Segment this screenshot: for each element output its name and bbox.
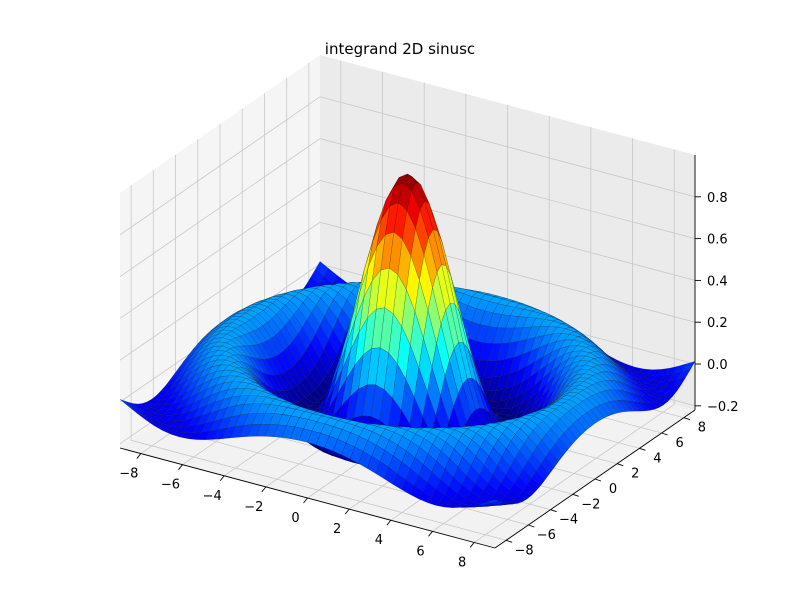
y-tick-mark xyxy=(683,417,691,421)
grid-line-z xyxy=(119,179,696,319)
x-tick-label: −6 xyxy=(161,478,180,493)
y-tick-label: 2 xyxy=(631,467,639,482)
x-tick-label: −2 xyxy=(244,500,263,515)
z-tick-label: −0.2 xyxy=(707,400,739,415)
y-tick-label: −4 xyxy=(559,513,578,528)
y-tick-mark xyxy=(594,478,602,482)
x-tick-mark xyxy=(136,453,142,459)
y-tick-mark xyxy=(528,524,535,528)
y-tick-mark xyxy=(617,463,624,467)
x-tick-label: 0 xyxy=(291,511,299,526)
y-tick-mark xyxy=(550,509,557,513)
y-tick-mark xyxy=(639,447,646,451)
y-tick-mark xyxy=(505,539,513,543)
x-tick-mark xyxy=(386,519,392,526)
x-tick-mark xyxy=(219,475,225,482)
z-tick-label: 0.0 xyxy=(707,358,728,373)
y-tick-label: −6 xyxy=(537,528,556,543)
x-tick-mark xyxy=(178,464,183,470)
y-tick-mark xyxy=(661,432,668,436)
grid-line-y xyxy=(130,185,507,541)
x-tick-mark xyxy=(428,531,433,537)
x-tick-label: −4 xyxy=(203,489,222,504)
y-tick-mark xyxy=(572,493,579,497)
z-tick-label: 0.2 xyxy=(707,316,728,331)
x-tick-label: 2 xyxy=(333,522,341,537)
x-tick-label: 6 xyxy=(416,544,424,559)
z-tick-label: 0.4 xyxy=(707,274,728,289)
y-tick-label: 0 xyxy=(609,482,617,497)
x-tick-mark xyxy=(344,508,350,515)
y-tick-label: 6 xyxy=(676,436,684,451)
grid-line-z xyxy=(119,138,696,277)
chart-title: integrand 2D sinusc xyxy=(325,40,475,58)
z-tick-label: 0.6 xyxy=(707,233,728,248)
z-tick-label: 0.8 xyxy=(707,191,728,206)
x-tick-mark xyxy=(469,542,475,548)
y-tick-label: 8 xyxy=(698,421,706,436)
x-tick-label: −8 xyxy=(119,467,138,482)
y-tick-label: −2 xyxy=(581,497,600,512)
y-tick-label: 4 xyxy=(653,451,661,466)
tick-labels: −8−6−4−202468−8−6−4−202468−0.20.00.20.40… xyxy=(119,191,738,571)
grid-line-x xyxy=(473,149,675,543)
surface-mesh xyxy=(119,173,696,508)
x-tick-label: 4 xyxy=(375,533,383,548)
x-tick-mark xyxy=(303,497,308,504)
grid-line-z xyxy=(119,96,696,236)
y-tick-label: −8 xyxy=(515,543,534,558)
grid-line-z xyxy=(119,221,696,361)
x-tick-mark xyxy=(261,486,267,493)
surface-patch xyxy=(486,499,500,504)
x-tick-label: 8 xyxy=(458,555,466,570)
